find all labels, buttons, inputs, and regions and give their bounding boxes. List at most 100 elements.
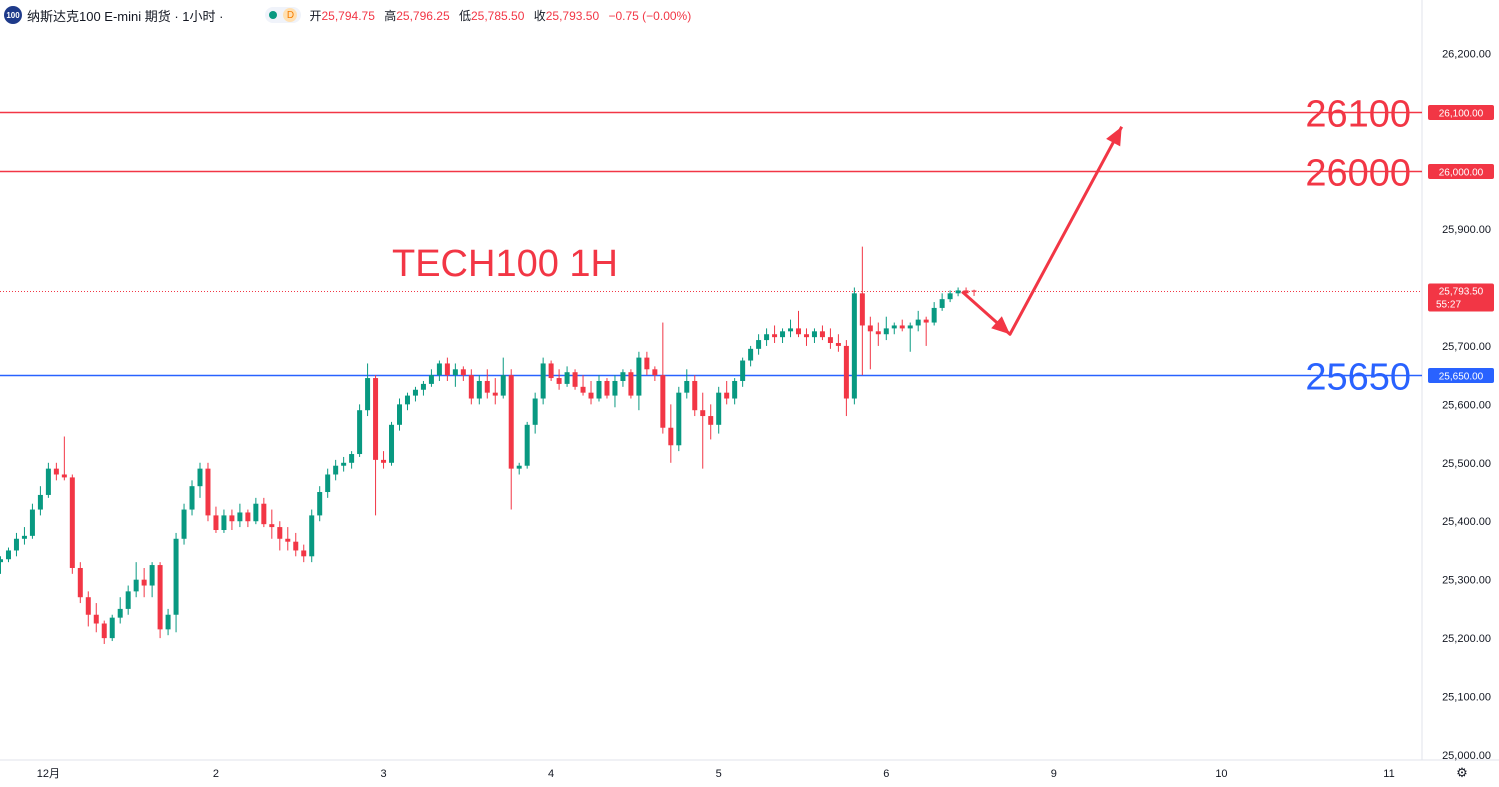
bar-countdown: 55:27 bbox=[1436, 300, 1461, 311]
candle-body bbox=[101, 623, 107, 639]
candle-body bbox=[133, 579, 139, 592]
candle-body bbox=[460, 369, 466, 376]
candle-body bbox=[357, 410, 363, 455]
candle-body bbox=[636, 357, 642, 396]
candle-body bbox=[420, 383, 426, 390]
candle-body bbox=[867, 325, 873, 332]
candle-body bbox=[692, 380, 698, 411]
candle-body bbox=[45, 468, 51, 495]
x-tick-label: 6 bbox=[883, 768, 889, 780]
projection-arrow bbox=[961, 126, 1124, 336]
candle-body bbox=[309, 515, 315, 557]
symbol-badge[interactable]: 100 bbox=[4, 6, 22, 24]
candle-body bbox=[524, 424, 530, 466]
market-open-dot-icon bbox=[269, 11, 278, 19]
candle-body bbox=[69, 477, 75, 568]
change-value: −0.75 (−0.00%) bbox=[608, 8, 692, 23]
candle-body bbox=[21, 535, 27, 539]
candle-body bbox=[229, 515, 235, 522]
candle-body bbox=[293, 541, 299, 551]
candle-body bbox=[389, 424, 395, 463]
candle-body bbox=[724, 392, 730, 399]
level-axis-label: 25,650.00 bbox=[1439, 372, 1484, 383]
candle-body bbox=[317, 492, 323, 516]
candle-body bbox=[516, 465, 522, 469]
candle-body bbox=[907, 325, 913, 329]
candle-body bbox=[819, 331, 825, 338]
candle-body bbox=[508, 375, 514, 469]
symbol-title[interactable]: 纳斯达克100 E-mini 期货 · 1小时 · bbox=[27, 8, 224, 24]
candle-body bbox=[764, 334, 770, 341]
candle-body bbox=[572, 372, 578, 387]
candle-body bbox=[971, 290, 977, 292]
candle-body bbox=[484, 380, 490, 393]
x-tick-label: 5 bbox=[716, 768, 722, 780]
candle-body bbox=[117, 608, 123, 618]
candle-body bbox=[604, 380, 610, 396]
candle-body bbox=[301, 550, 307, 557]
candle-body bbox=[261, 503, 267, 525]
last-price-tag bbox=[1428, 283, 1494, 312]
candle-body bbox=[77, 567, 83, 598]
ohlc-legend: 开25,794.75 高25,796.25 低25,785.50 收25,793… bbox=[309, 7, 697, 24]
close-value: 25,793.50 bbox=[545, 8, 600, 23]
candle-body bbox=[468, 375, 474, 399]
chart-header: 100 纳斯达克100 E-mini 期货 · 1小时 · D 开25,794.… bbox=[4, 4, 697, 26]
candle-body bbox=[859, 293, 865, 326]
y-tick-label: 25,000.00 bbox=[1442, 750, 1491, 762]
candle-body bbox=[157, 565, 163, 630]
open-label: 开 bbox=[309, 8, 322, 23]
close-label: 收 bbox=[533, 8, 546, 23]
candle-body bbox=[947, 293, 953, 300]
y-tick-label: 25,500.00 bbox=[1442, 458, 1491, 470]
candle-body bbox=[173, 538, 179, 615]
candle-body bbox=[548, 363, 554, 379]
level-axis-tag bbox=[1428, 164, 1494, 179]
data-mode-badge: D bbox=[283, 8, 298, 22]
status-pill[interactable]: D bbox=[265, 7, 302, 23]
arrow-head-up bbox=[1106, 126, 1122, 147]
candle-body bbox=[843, 345, 849, 399]
candle-body bbox=[245, 512, 251, 522]
candle-body bbox=[780, 331, 786, 338]
x-tick-label: 10 bbox=[1215, 768, 1227, 780]
candle-body bbox=[708, 416, 714, 425]
candle-body bbox=[716, 392, 722, 425]
candle-body bbox=[875, 331, 881, 335]
candle-body bbox=[325, 474, 331, 493]
candle-body bbox=[772, 334, 778, 338]
candle-body bbox=[85, 597, 91, 615]
candle-body bbox=[53, 468, 59, 475]
x-tick-label: 12月 bbox=[37, 768, 60, 780]
low-label: 低 bbox=[458, 8, 471, 23]
candle-body bbox=[149, 565, 155, 586]
candle-body bbox=[492, 392, 498, 396]
level-axis-label: 26,100.00 bbox=[1439, 109, 1484, 120]
candle-body bbox=[740, 360, 746, 381]
candle-body bbox=[676, 392, 682, 446]
candle-body bbox=[732, 380, 738, 399]
candle-body bbox=[29, 509, 35, 536]
gear-icon[interactable]: ⚙ bbox=[1456, 765, 1468, 780]
y-tick-label: 25,400.00 bbox=[1442, 516, 1491, 528]
candle-body bbox=[0, 559, 3, 563]
x-tick-label: 9 bbox=[1051, 768, 1057, 780]
candle-body bbox=[37, 494, 43, 510]
candle-body bbox=[341, 462, 347, 466]
x-tick-label: 4 bbox=[548, 768, 554, 780]
candle-body bbox=[13, 538, 19, 551]
candle-body bbox=[452, 369, 458, 376]
high-label: 高 bbox=[384, 8, 397, 23]
candle-body bbox=[811, 331, 817, 338]
candle-body bbox=[835, 342, 841, 346]
candle-body bbox=[373, 378, 379, 460]
candle-body bbox=[588, 392, 594, 399]
level-axis-label: 26,000.00 bbox=[1439, 168, 1484, 179]
y-tick-label: 25,200.00 bbox=[1442, 633, 1491, 645]
candle-body bbox=[596, 380, 602, 399]
candle-body bbox=[891, 325, 897, 329]
candle-body bbox=[668, 427, 674, 446]
y-tick-label: 25,100.00 bbox=[1442, 692, 1491, 704]
candle-body bbox=[197, 468, 203, 487]
